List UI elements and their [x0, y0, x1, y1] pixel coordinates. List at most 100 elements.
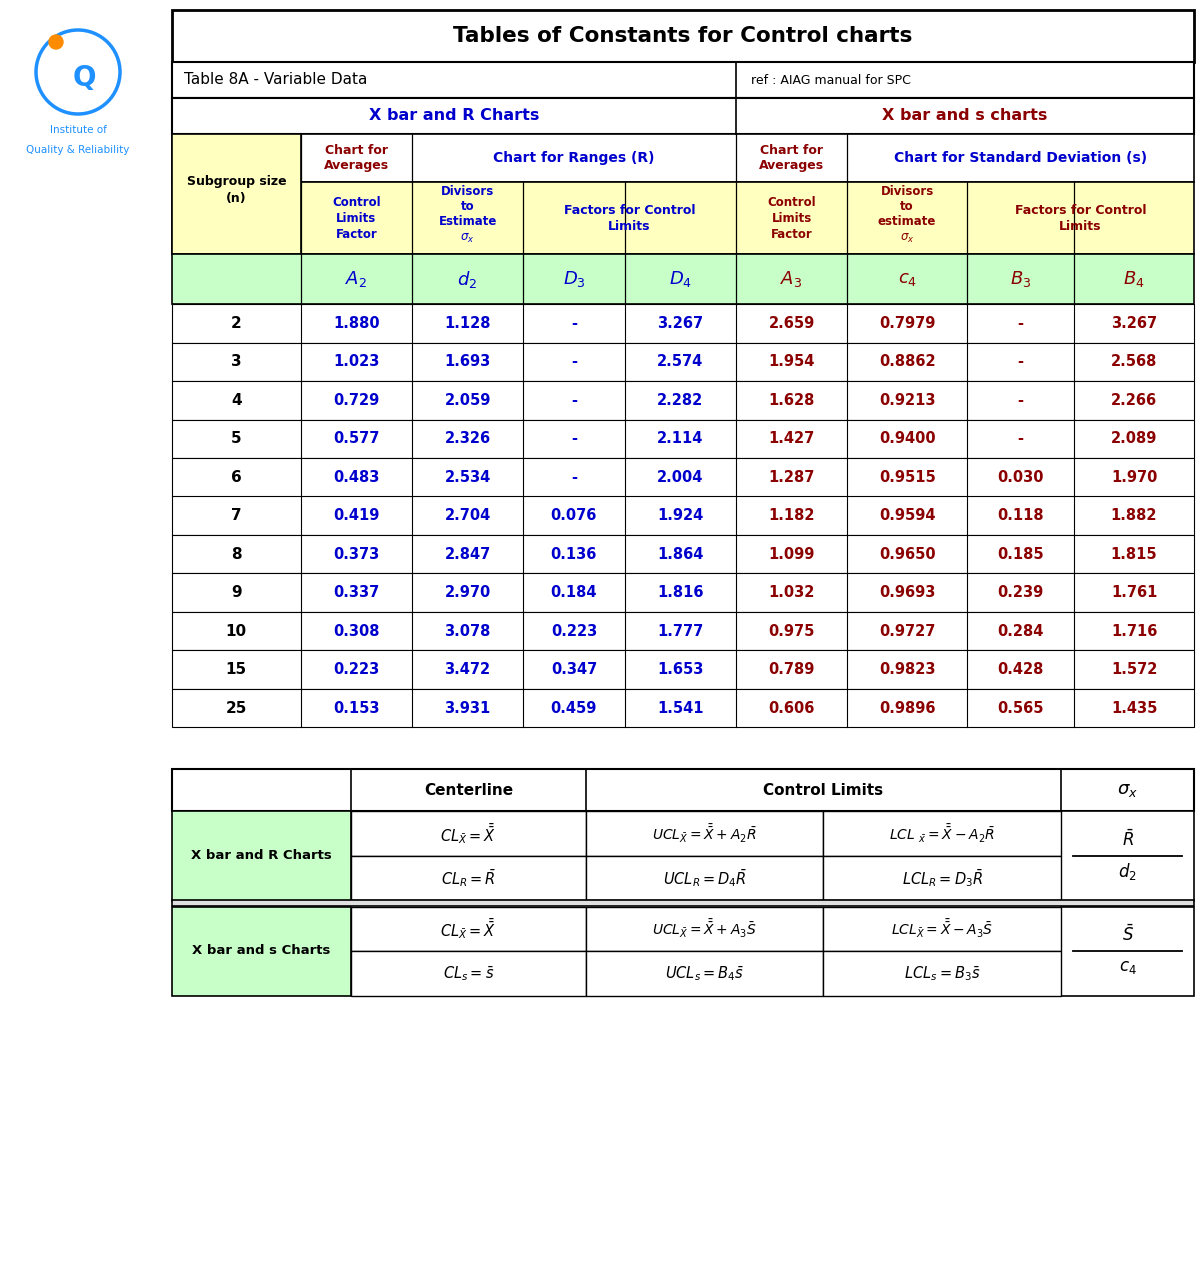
Text: Table 8A - Variable Data: Table 8A - Variable Data — [184, 73, 367, 88]
Bar — [172, 690, 1194, 728]
Text: 1.954: 1.954 — [768, 354, 815, 369]
Text: 9: 9 — [232, 585, 241, 600]
Text: 0.308: 0.308 — [334, 623, 379, 638]
Text: Chart for
Averages: Chart for Averages — [324, 143, 389, 172]
Bar — [172, 98, 1194, 134]
Text: 3.472: 3.472 — [444, 663, 491, 677]
Text: 2.574: 2.574 — [658, 354, 703, 369]
Text: $c_4$: $c_4$ — [1118, 958, 1136, 976]
Text: 0.030: 0.030 — [997, 470, 1044, 485]
Bar — [172, 254, 1194, 304]
Text: 1.880: 1.880 — [334, 315, 379, 331]
Circle shape — [49, 34, 64, 49]
Text: 1.435: 1.435 — [1111, 701, 1157, 715]
Bar — [172, 458, 1194, 497]
Text: 1.099: 1.099 — [768, 547, 815, 562]
Text: 0.185: 0.185 — [997, 547, 1044, 562]
Text: $LCL_s = B_3\bar{s}$: $LCL_s = B_3\bar{s}$ — [904, 964, 980, 982]
Text: 1.427: 1.427 — [768, 432, 815, 446]
Bar — [352, 907, 586, 951]
Text: 1.816: 1.816 — [658, 585, 703, 600]
Bar — [172, 573, 1194, 612]
Text: 0.565: 0.565 — [997, 701, 1044, 715]
Text: $c_4$: $c_4$ — [898, 269, 917, 289]
Text: $D_4$: $D_4$ — [668, 269, 692, 289]
Text: 0.9727: 0.9727 — [878, 623, 935, 638]
Text: -: - — [571, 315, 577, 331]
Text: $\bar{S}$: $\bar{S}$ — [1122, 925, 1134, 945]
Bar — [172, 497, 1194, 535]
Text: 1.032: 1.032 — [768, 585, 815, 600]
Text: 1.970: 1.970 — [1111, 470, 1157, 485]
Text: X bar and s charts: X bar and s charts — [882, 109, 1048, 124]
Text: 3.931: 3.931 — [444, 701, 491, 715]
Text: 7: 7 — [232, 508, 241, 524]
Text: -: - — [1018, 315, 1024, 331]
Text: $B_4$: $B_4$ — [1123, 269, 1145, 289]
Text: 2.282: 2.282 — [658, 393, 703, 407]
Text: 0.153: 0.153 — [334, 701, 379, 715]
Text: Institute of: Institute of — [49, 125, 107, 135]
Text: 2.659: 2.659 — [768, 315, 815, 331]
Text: 0.239: 0.239 — [997, 585, 1044, 600]
Bar — [352, 811, 586, 856]
Text: Factors for Control
Limits: Factors for Control Limits — [564, 203, 695, 232]
Text: Control
Limits
Factor: Control Limits Factor — [332, 195, 380, 240]
Text: Subgroup size
(n): Subgroup size (n) — [186, 175, 286, 206]
Text: $CL_{\bar{X}} = \bar{\bar{X}}$: $CL_{\bar{X}} = \bar{\bar{X}}$ — [440, 917, 497, 941]
Text: 3.267: 3.267 — [1111, 315, 1157, 331]
Text: $d_2$: $d_2$ — [457, 268, 478, 290]
Text: 2.534: 2.534 — [444, 470, 491, 485]
Text: $UCL_s = B_4\bar{s}$: $UCL_s = B_4\bar{s}$ — [665, 964, 744, 982]
Text: $LCL_{\bar{X}} = \bar{\bar{X}} - A_3\bar{S}$: $LCL_{\bar{X}} = \bar{\bar{X}} - A_3\bar… — [892, 918, 994, 940]
Text: 0.975: 0.975 — [768, 623, 815, 638]
Text: 3.267: 3.267 — [658, 315, 703, 331]
Text: 1.182: 1.182 — [768, 508, 815, 524]
Bar — [172, 420, 1194, 458]
Text: 1.716: 1.716 — [1111, 623, 1157, 638]
Text: 0.9823: 0.9823 — [878, 663, 935, 677]
Text: 2.004: 2.004 — [658, 470, 703, 485]
Text: 0.419: 0.419 — [334, 508, 379, 524]
Text: 5: 5 — [232, 432, 241, 446]
Text: 1.023: 1.023 — [334, 354, 379, 369]
Text: 1.693: 1.693 — [444, 354, 491, 369]
Text: 2.568: 2.568 — [1111, 354, 1157, 369]
Text: 0.428: 0.428 — [997, 663, 1044, 677]
Text: X bar and R Charts: X bar and R Charts — [368, 109, 539, 124]
Text: -: - — [571, 432, 577, 446]
Text: 0.223: 0.223 — [334, 663, 379, 677]
Text: $CL_R = \bar{R}$: $CL_R = \bar{R}$ — [442, 867, 496, 889]
Text: 2.704: 2.704 — [444, 508, 491, 524]
Text: Divisors
to
Estimate
$\sigma_x$: Divisors to Estimate $\sigma_x$ — [438, 185, 497, 245]
Text: 0.8862: 0.8862 — [878, 354, 936, 369]
Text: 0.373: 0.373 — [334, 547, 379, 562]
Text: 1.628: 1.628 — [768, 393, 815, 407]
Bar — [586, 811, 823, 856]
Text: 0.347: 0.347 — [551, 663, 598, 677]
Text: $A_3$: $A_3$ — [780, 269, 803, 289]
Text: 0.7979: 0.7979 — [878, 315, 935, 331]
Text: $UCL_{\bar{X}} = \bar{\bar{X}} + A_3\bar{S}$: $UCL_{\bar{X}} = \bar{\bar{X}} + A_3\bar… — [653, 918, 757, 940]
Bar — [172, 342, 1194, 381]
Text: -: - — [571, 354, 577, 369]
Text: Chart for
Averages: Chart for Averages — [758, 143, 824, 172]
Text: -: - — [1018, 393, 1024, 407]
Text: 0.184: 0.184 — [551, 585, 598, 600]
Text: Control
Limits
Factor: Control Limits Factor — [767, 195, 816, 240]
Text: Quality & Reliability: Quality & Reliability — [26, 146, 130, 155]
Bar — [823, 856, 1061, 900]
Text: Divisors
to
estimate
$\sigma_x$: Divisors to estimate $\sigma_x$ — [878, 185, 936, 245]
Text: X bar and s Charts: X bar and s Charts — [192, 945, 331, 958]
Bar — [352, 951, 586, 996]
Text: 0.9594: 0.9594 — [878, 508, 935, 524]
Text: 1.815: 1.815 — [1111, 547, 1157, 562]
Bar — [172, 183, 1194, 254]
Text: $B_3$: $B_3$ — [1010, 269, 1031, 289]
Text: 3.078: 3.078 — [444, 623, 491, 638]
Text: 2.114: 2.114 — [658, 432, 703, 446]
Bar — [172, 535, 1194, 573]
Text: 0.284: 0.284 — [997, 623, 1044, 638]
Bar — [823, 907, 1061, 951]
Bar — [1061, 811, 1194, 900]
